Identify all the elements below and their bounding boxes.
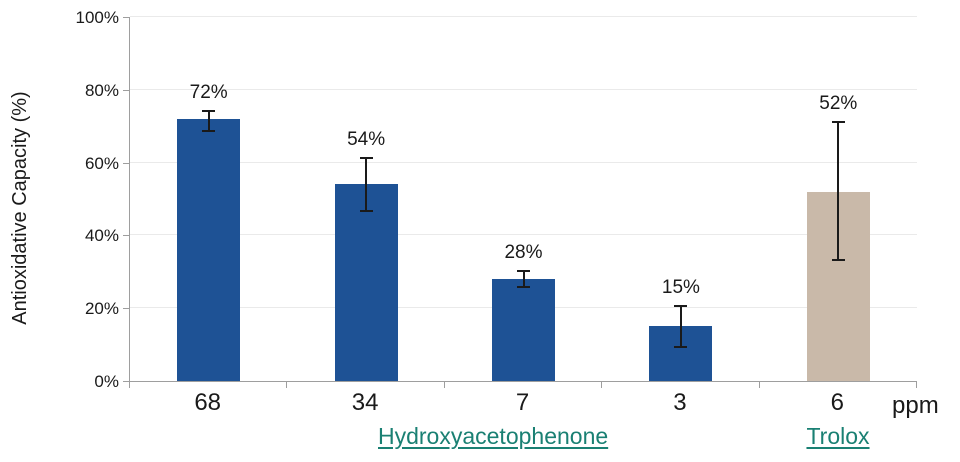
error-bar — [207, 109, 210, 132]
category-label: 7 — [515, 389, 530, 416]
category-label: 68 — [194, 389, 222, 416]
error-bar-cap-bottom — [359, 209, 373, 212]
data-label: 28% — [504, 241, 543, 263]
gridline — [130, 161, 917, 163]
y-axis-tick — [123, 17, 129, 18]
x-axis-unit-label: ppm — [892, 392, 939, 419]
y-axis-tick — [123, 235, 129, 237]
error-bar-cap-top — [517, 269, 530, 272]
group-label-hydroxyacetophenone: Hydroxyacetophenone — [378, 423, 609, 449]
error-bar — [837, 120, 840, 261]
y-axis-tick-label: 100% — [75, 8, 119, 27]
error-bar — [679, 304, 682, 349]
error-bar-cap-bottom — [517, 286, 530, 289]
x-axis-tick — [601, 382, 603, 388]
gridline — [130, 234, 917, 236]
error-bar-cap-bottom — [202, 129, 216, 132]
error-bar-cap-bottom — [831, 258, 845, 261]
x-axis-tick — [443, 382, 445, 388]
gridline — [130, 16, 917, 17]
bar-7ppm — [492, 279, 555, 381]
category-label: 34 — [351, 389, 379, 416]
y-axis-tick — [123, 308, 129, 310]
bar-68ppm — [177, 118, 241, 381]
y-axis-tick — [123, 162, 129, 164]
gridline — [130, 88, 917, 90]
y-axis-tick-label: 60% — [84, 153, 119, 173]
error-bar-cap-top — [202, 109, 216, 112]
error-bar-cap-top — [359, 157, 373, 160]
y-axis-tick-label: 80% — [84, 80, 119, 100]
y-axis-tick-label: 0% — [94, 372, 119, 391]
data-label: 54% — [347, 129, 386, 151]
x-axis-tick — [286, 382, 288, 388]
category-label: 3 — [673, 389, 687, 416]
group-label-trolox: Trolox — [806, 423, 870, 449]
error-bar — [522, 269, 525, 289]
y-axis-tick — [123, 89, 129, 91]
error-bar-cap-bottom — [674, 346, 688, 349]
x-axis-tick — [916, 382, 917, 388]
error-bar-cap-top — [674, 304, 688, 307]
y-axis-tick — [123, 381, 129, 382]
plot-area: 72% 54% 28% 15% 52% — [129, 16, 917, 382]
y-axis-tick-label: 40% — [84, 226, 119, 246]
y-axis-tick-label: 20% — [84, 299, 119, 319]
data-label: 15% — [661, 276, 700, 298]
error-bar-cap-top — [831, 120, 845, 123]
x-axis-tick — [758, 382, 760, 388]
data-label: 52% — [819, 92, 858, 114]
error-bar — [365, 157, 368, 212]
data-label: 72% — [189, 81, 228, 103]
bar-34ppm — [334, 184, 398, 381]
x-axis-tick — [129, 382, 130, 388]
category-label: 6 — [830, 389, 844, 416]
y-axis-title: Antioxidative Capacity (%) — [9, 91, 31, 325]
